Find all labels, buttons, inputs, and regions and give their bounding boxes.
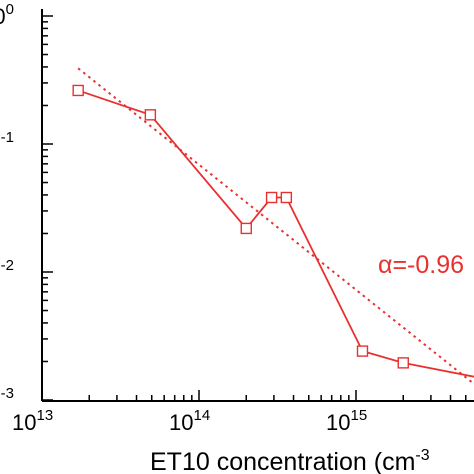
x-tick-label: 1013	[12, 407, 53, 435]
x-axis-title: ET10 concentration (cm-3	[150, 447, 430, 474]
y-tick-label: 10-2	[0, 257, 14, 285]
data-point-marker	[280, 191, 293, 204]
data-point-marker	[72, 84, 84, 97]
data-point-marker	[265, 191, 278, 204]
plot-frame	[41, 9, 474, 402]
y-tick-label: 10-1	[0, 129, 14, 157]
tick-labels: 1013 1014 1015 100 10-1 10-2 10-3	[0, 1, 367, 435]
data-point-marker	[144, 109, 157, 121]
ticks	[41, 15, 467, 401]
x-axis-title-text: ET10 concentration (cm	[150, 448, 415, 474]
fit-line-layer	[77, 67, 474, 386]
y-tick-label: 100	[0, 1, 14, 29]
fit-line	[77, 67, 474, 386]
data-point-marker	[356, 345, 369, 357]
series-layer	[72, 84, 474, 378]
fit-annotation: α=-0.96	[378, 251, 464, 279]
x-tick-label: 1014	[169, 407, 210, 435]
series-line	[77, 89, 474, 378]
x-tick-label: 1015	[326, 407, 367, 435]
y-tick-label: 10-3	[0, 385, 14, 413]
data-point-marker	[240, 222, 252, 235]
data-point-marker	[397, 357, 409, 369]
